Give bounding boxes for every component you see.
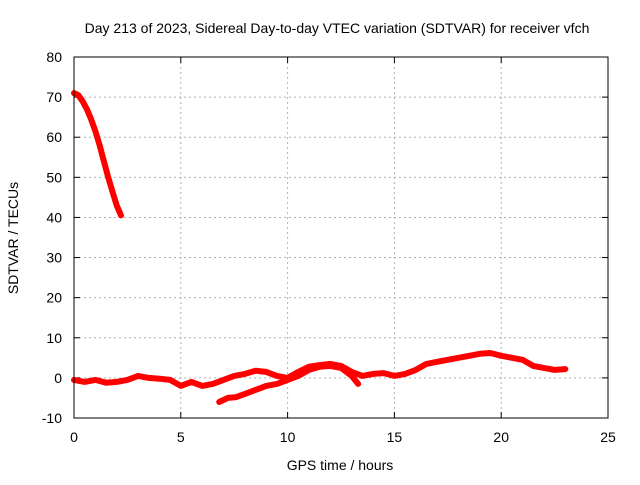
y-tick-label: 40 [46,209,62,225]
x-tick-label: 25 [600,429,616,445]
data-point [242,371,248,377]
y-tick-label: 70 [46,89,62,105]
data-point [221,377,226,383]
data-point [92,377,98,383]
data-point [210,381,216,387]
data-point [105,174,111,180]
chart-title: Day 213 of 2023, Sidereal Day-to-day VTE… [85,20,590,36]
data-point [488,350,493,356]
x-tick-label: 15 [387,429,403,445]
x-axis-label: GPS time / hours [287,457,394,473]
data-point [355,381,361,387]
data-point [101,158,107,164]
series-layer [71,90,569,405]
y-tick-label: 60 [46,129,62,145]
series-line-early-arc [71,90,124,219]
data-point [231,373,237,379]
data-point [413,367,419,373]
data-point [274,381,280,387]
plot-frame [73,56,609,419]
data-point [124,377,130,383]
data-point [114,202,120,208]
x-tick-label: 20 [493,429,509,445]
data-point [199,383,205,389]
data-point [370,371,376,377]
series-line-low-arc [216,362,362,405]
data-point [466,353,472,359]
data-point [456,355,461,361]
data-point [109,188,115,194]
data-point [274,373,280,379]
data-point [146,375,152,381]
data-point [317,364,323,370]
grid-layer [74,57,608,418]
data-point [295,373,301,379]
x-tick-label: 0 [70,429,78,445]
data-point [263,383,269,389]
data-point [530,363,536,369]
data-point [97,142,103,148]
data-point [552,367,558,373]
data-point [84,106,90,112]
y-axis-label: SDTVAR / TECUs [5,182,21,294]
data-point [349,373,355,379]
data-point [242,391,248,397]
data-point [306,367,312,373]
data-point [189,379,194,385]
data-point [263,369,269,375]
data-point [167,377,173,383]
x-tick-label: 5 [177,429,185,445]
y-tick-label: 10 [46,330,62,346]
data-point [103,380,109,386]
data-point [88,116,94,122]
data-point [327,363,333,369]
data-point [445,357,451,363]
data-point [135,373,141,379]
data-point [156,376,162,382]
data-point [118,212,124,218]
data-point [562,366,568,372]
y-tick-label: 80 [46,49,62,65]
data-point [253,387,259,393]
data-point [114,379,120,385]
data-point [477,351,483,357]
data-point [285,377,291,383]
data-point [233,394,239,400]
data-point [178,383,184,389]
data-point [520,357,526,363]
data-point [434,359,440,365]
data-point [391,373,397,379]
y-tick-label: -10 [42,410,62,426]
x-tick-labels: 0 5 10 15 20 25 [70,429,616,445]
data-point [338,365,344,371]
y-tick-label: 50 [46,169,62,185]
y-tick-label: 30 [46,250,62,266]
y-tick-label: 0 [54,370,62,386]
data-point [498,353,504,359]
data-point [216,399,222,405]
data-point [253,368,259,374]
data-point [402,371,408,377]
data-point [423,361,429,367]
data-point [82,379,88,385]
data-point [80,98,85,104]
data-point [225,395,231,401]
data-point [75,92,81,98]
data-point [359,373,365,379]
data-point [381,370,387,376]
data-point [509,355,515,361]
x-tick-label: 10 [280,429,296,445]
data-point [92,128,98,134]
data-point [541,365,547,371]
y-tick-label: 20 [46,290,62,306]
y-tick-labels: -10 0 10 20 30 40 50 60 70 80 [42,49,62,426]
